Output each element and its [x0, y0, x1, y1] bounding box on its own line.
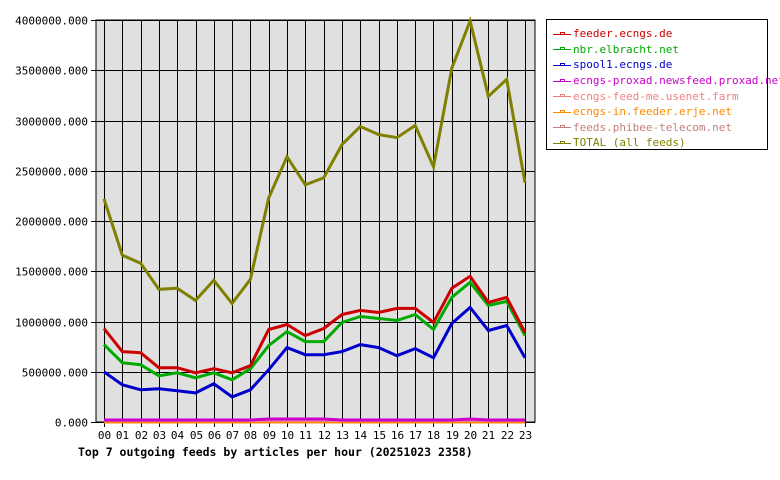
y-tick-label: 1000000.000: [15, 317, 88, 330]
x-tick-label: 14: [354, 429, 368, 442]
y-tick-label: 500000.000: [22, 367, 88, 380]
legend: feeder.ecngs.de nbr.elbracht.net spool1.…: [546, 19, 780, 151]
legend-item: ecngs-feed-me.usenet.farm: [553, 88, 767, 104]
x-tick-label: 23: [519, 429, 532, 442]
y-axis: 0.000 500000.000 1000000.000 1500000.000 200…: [15, 15, 96, 430]
y-tick-label: 3500000.000: [15, 65, 88, 78]
series-line: [102, 15, 527, 306]
x-tick-label: 12: [318, 429, 331, 442]
legend-label: ecngs-in.feeder.erje.net: [573, 105, 732, 119]
series-line: [102, 274, 527, 375]
x-tick-label: 16: [391, 429, 404, 442]
x-tick-label: 18: [427, 429, 440, 442]
x-tick-label: 07: [226, 429, 239, 442]
x-tick-label: 21: [482, 429, 495, 442]
series-lines: [102, 15, 527, 424]
legend-item: feeder.ecngs.de: [553, 26, 767, 42]
legend-line-icon: [553, 77, 571, 85]
legend-item: ecngs-proxad.newsfeed.proxad.net: [553, 73, 780, 89]
x-tick-label: 17: [409, 429, 422, 442]
legend-line-icon: [553, 61, 571, 69]
legend-item: feeds.phibee-telecom.net: [553, 120, 767, 136]
x-tick-label: 06: [208, 429, 221, 442]
legend-label: spool1.ecngs.de: [573, 58, 673, 72]
x-tick-label: 03: [153, 429, 166, 442]
x-tick-label: 01: [116, 429, 129, 442]
x-tick-label: 09: [263, 429, 276, 442]
legend-item: spool1.ecngs.de: [553, 57, 767, 73]
legend-label: feeds.phibee-telecom.net: [573, 120, 732, 134]
x-tick-label: 05: [190, 429, 203, 442]
legend-line-icon: [553, 139, 571, 147]
x-axis: 00 01 02 03 04 05 06 07 08 09 10 11 12 13 14 15 16 17 18 19…: [98, 422, 532, 442]
x-tick-label: 15: [373, 429, 386, 442]
legend-label: TOTAL (all feeds): [573, 136, 686, 150]
y-tick-label: 0.000: [55, 417, 88, 430]
legend-line-icon: [553, 92, 571, 100]
legend-line-icon: [553, 108, 571, 116]
series-line: [104, 417, 525, 422]
legend-label: ecngs-feed-me.usenet.farm: [573, 89, 739, 103]
x-tick-label: 20: [464, 429, 477, 442]
x-tick-label: 10: [281, 429, 294, 442]
x-tick-label: 08: [244, 429, 257, 442]
y-tick-label: 4000000.000: [15, 15, 88, 28]
chart-title: Top 7 outgoing feeds by articles per hou…: [78, 445, 473, 459]
series-line: [103, 305, 527, 399]
y-tick-label: 2500000.000: [15, 166, 88, 179]
x-tick-label: 13: [336, 429, 349, 442]
legend-label: nbr.elbracht.net: [573, 42, 679, 56]
x-tick-label: 11: [299, 429, 312, 442]
legend-line-icon: [553, 123, 571, 131]
x-tick-label: 04: [171, 429, 185, 442]
legend-label: feeder.ecngs.de: [573, 27, 673, 41]
legend-line-icon: [553, 30, 571, 38]
x-tick-label: 22: [501, 429, 514, 442]
legend-item: ecngs-in.feeder.erje.net: [553, 104, 767, 120]
y-tick-label: 1500000.000: [15, 266, 88, 279]
series-line: [102, 280, 527, 382]
x-tick-label: 19: [446, 429, 459, 442]
legend-item: nbr.elbracht.net: [553, 42, 767, 58]
legend-item: TOTAL (all feeds): [553, 135, 767, 151]
x-tick-label: 02: [135, 429, 148, 442]
y-tick-label: 3000000.000: [15, 116, 88, 129]
x-tick-label: 00: [98, 429, 111, 442]
legend-label: ecngs-proxad.newsfeed.proxad.net: [573, 74, 780, 88]
legend-line-icon: [553, 45, 571, 53]
y-tick-label: 2000000.000: [15, 216, 88, 229]
